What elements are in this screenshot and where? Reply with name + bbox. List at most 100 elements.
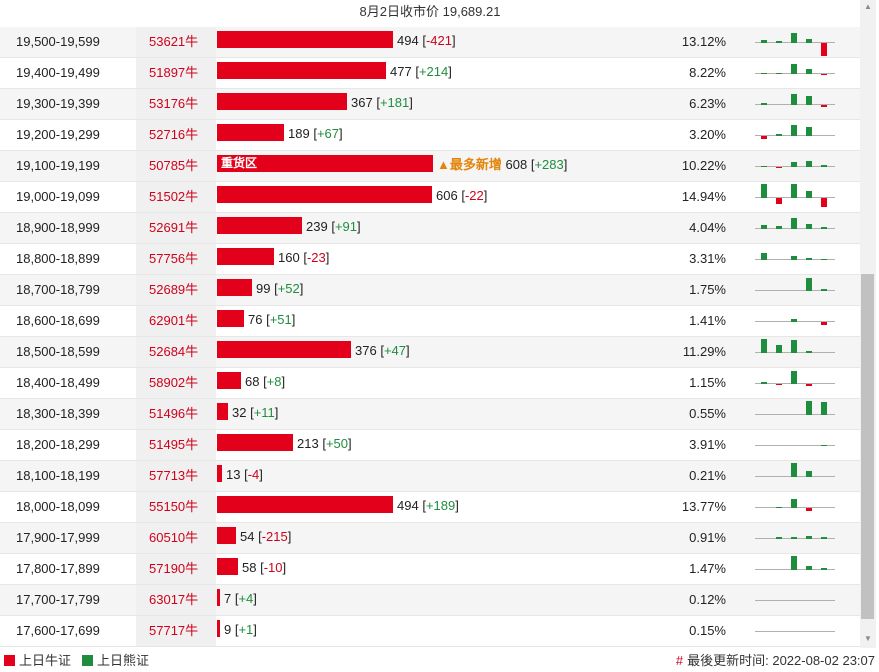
- bull-count-link[interactable]: 52691牛: [136, 213, 216, 243]
- bull-count-link[interactable]: 63017牛: [136, 585, 216, 615]
- change-value: +50: [325, 436, 348, 451]
- bull-count-link[interactable]: 50785牛: [136, 151, 216, 181]
- table-row: 18,700-18,799 52689牛 99 [+52] 1.75%: [0, 275, 860, 306]
- sparkline-bar: [806, 351, 812, 353]
- count-value: 213 [+50]: [297, 436, 352, 451]
- sparkline-bar: [776, 73, 782, 74]
- bar-area: 9 [+1]: [217, 616, 657, 646]
- volume-bar: [217, 248, 274, 265]
- hash-icon: #: [675, 653, 684, 668]
- sparkline-bar: [806, 69, 812, 74]
- table-row: 17,800-17,899 57190牛 58 [-10] 1.47%: [0, 554, 860, 585]
- bar-area: 376 [+47]: [217, 337, 657, 367]
- bar-area: 76 [+51]: [217, 306, 657, 336]
- change-value: +91: [334, 219, 357, 234]
- percent-value: 1.15%: [689, 375, 726, 390]
- count-number: 494: [397, 33, 419, 48]
- sparkline-bar: [806, 191, 812, 198]
- sparkline-bar: [791, 319, 797, 322]
- table-row: 18,800-18,899 57756牛 160 [-23] 3.31%: [0, 244, 860, 275]
- bull-count-link[interactable]: 52716牛: [136, 120, 216, 150]
- scroll-thumb[interactable]: [861, 274, 874, 619]
- trend-sparkline: [755, 33, 835, 56]
- bull-count-link[interactable]: 51495牛: [136, 430, 216, 460]
- bull-distribution-table: 8月2日收市价 19,689.21 19,500-19,599 53621牛 494…: [0, 4, 860, 647]
- footer: 上日牛证 上日熊证 # 最後更新时间: 2022-08-02 23:07: [0, 650, 879, 672]
- trend-sparkline: [755, 218, 835, 229]
- scroll-up-arrow-icon[interactable]: ▲: [864, 2, 872, 11]
- bull-count-link[interactable]: 52684牛: [136, 337, 216, 367]
- count-value: 76 [+51]: [248, 312, 296, 327]
- sparkline-bar: [791, 463, 797, 477]
- sparkline-bar: [761, 253, 767, 260]
- most-added-label: ▲最多新增: [437, 157, 502, 172]
- count-value: 99 [+52]: [256, 281, 304, 296]
- sparkline-bar: [761, 225, 767, 229]
- percent-value: 11.29%: [682, 344, 726, 359]
- sparkline-bar: [791, 556, 797, 570]
- count-number: 58: [242, 560, 257, 575]
- bull-count-link[interactable]: 58902牛: [136, 368, 216, 398]
- count-number: 99: [256, 281, 271, 296]
- bull-count-link[interactable]: 52689牛: [136, 275, 216, 305]
- sparkline-bar: [806, 278, 812, 291]
- bull-count-link[interactable]: 62901牛: [136, 306, 216, 336]
- bull-count-link[interactable]: 51502牛: [136, 182, 216, 212]
- trend-sparkline: [755, 319, 835, 325]
- bull-count-link[interactable]: 51496牛: [136, 399, 216, 429]
- price-range: 19,500-19,599: [16, 34, 100, 49]
- sparkline-bar: [776, 345, 782, 353]
- bull-count-link[interactable]: 53621牛: [136, 27, 216, 57]
- bull-count-link[interactable]: 57756牛: [136, 244, 216, 274]
- count-number: 54: [240, 529, 255, 544]
- bull-count-link[interactable]: 57190牛: [136, 554, 216, 584]
- sparkline-bar: [806, 161, 812, 167]
- vertical-scrollbar[interactable]: ▲ ▼: [860, 0, 876, 648]
- bull-count-link[interactable]: 53176牛: [136, 89, 216, 119]
- bull-count-link[interactable]: 60510牛: [136, 523, 216, 553]
- scroll-down-arrow-icon[interactable]: ▼: [864, 634, 872, 643]
- sparkline-bar: [776, 134, 782, 136]
- table-row: 19,200-19,299 52716牛 189 [+67] 3.20%: [0, 120, 860, 151]
- trend-sparkline: [755, 463, 835, 477]
- volume-bar: [217, 341, 351, 358]
- price-range: 18,900-18,999: [16, 220, 100, 235]
- bull-count-link[interactable]: 57717牛: [136, 616, 216, 646]
- change-value: -421: [425, 33, 452, 48]
- table-row: 19,500-19,599 53621牛 494 [-421] 13.12%: [0, 27, 860, 58]
- bull-swatch-icon: [4, 655, 15, 666]
- count-value: 494 [-421]: [397, 33, 456, 48]
- percent-value: 10.22%: [681, 158, 726, 173]
- percent-value: 4.04%: [689, 220, 726, 235]
- count-value: 189 [+67]: [288, 126, 343, 141]
- trend-sparkline: [755, 94, 835, 107]
- last-updated: # 最後更新时间: 2022-08-02 23:07: [676, 654, 875, 668]
- table-row: 18,200-18,299 51495牛 213 [+50] 3.91%: [0, 430, 860, 461]
- bar-area: 58 [-10]: [217, 554, 657, 584]
- price-range: 17,600-17,699: [16, 623, 100, 638]
- change-value: -10: [263, 560, 283, 575]
- volume-bar: [217, 279, 252, 296]
- volume-bar: [217, 186, 432, 203]
- sparkline-bar: [791, 162, 797, 167]
- sparkline-bar: [791, 125, 797, 136]
- table-row: 18,400-18,499 58902牛 68 [+8] 1.15%: [0, 368, 860, 399]
- trend-sparkline: [755, 184, 835, 207]
- count-number: 189: [288, 126, 310, 141]
- sparkline-bar: [761, 40, 767, 43]
- count-value: 494 [+189]: [397, 498, 459, 513]
- legend-bear: 上日熊证: [82, 654, 149, 668]
- sparkline-bar: [821, 165, 827, 167]
- bull-count-link[interactable]: 51897牛: [136, 58, 216, 88]
- price-range: 17,800-17,899: [16, 561, 100, 576]
- trend-sparkline: [755, 371, 835, 386]
- sparkline-bar: [821, 445, 827, 446]
- sparkline-bar: [806, 224, 812, 229]
- count-number: 213: [297, 436, 319, 451]
- bull-count-link[interactable]: 57713牛: [136, 461, 216, 491]
- price-range: 19,200-19,299: [16, 127, 100, 142]
- bull-count-link[interactable]: 55150牛: [136, 492, 216, 522]
- volume-bar: [217, 558, 238, 575]
- trend-sparkline: [755, 445, 835, 446]
- percent-value: 14.94%: [681, 189, 726, 204]
